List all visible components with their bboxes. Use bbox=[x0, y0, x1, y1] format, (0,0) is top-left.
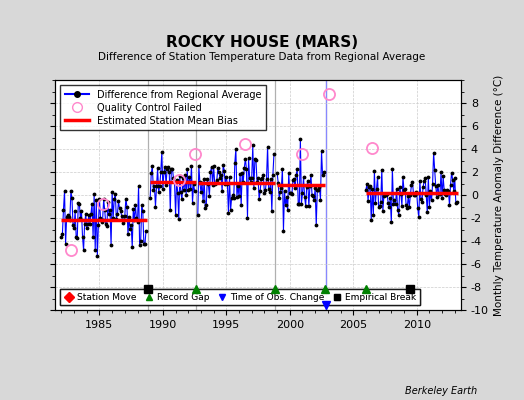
Y-axis label: Monthly Temperature Anomaly Difference (°C): Monthly Temperature Anomaly Difference (… bbox=[495, 74, 505, 316]
Text: Berkeley Earth: Berkeley Earth bbox=[405, 386, 477, 396]
Legend: Station Move, Record Gap, Time of Obs. Change, Empirical Break: Station Move, Record Gap, Time of Obs. C… bbox=[60, 289, 420, 306]
Text: Difference of Station Temperature Data from Regional Average: Difference of Station Temperature Data f… bbox=[99, 52, 425, 62]
Text: ROCKY HOUSE (MARS): ROCKY HOUSE (MARS) bbox=[166, 35, 358, 50]
